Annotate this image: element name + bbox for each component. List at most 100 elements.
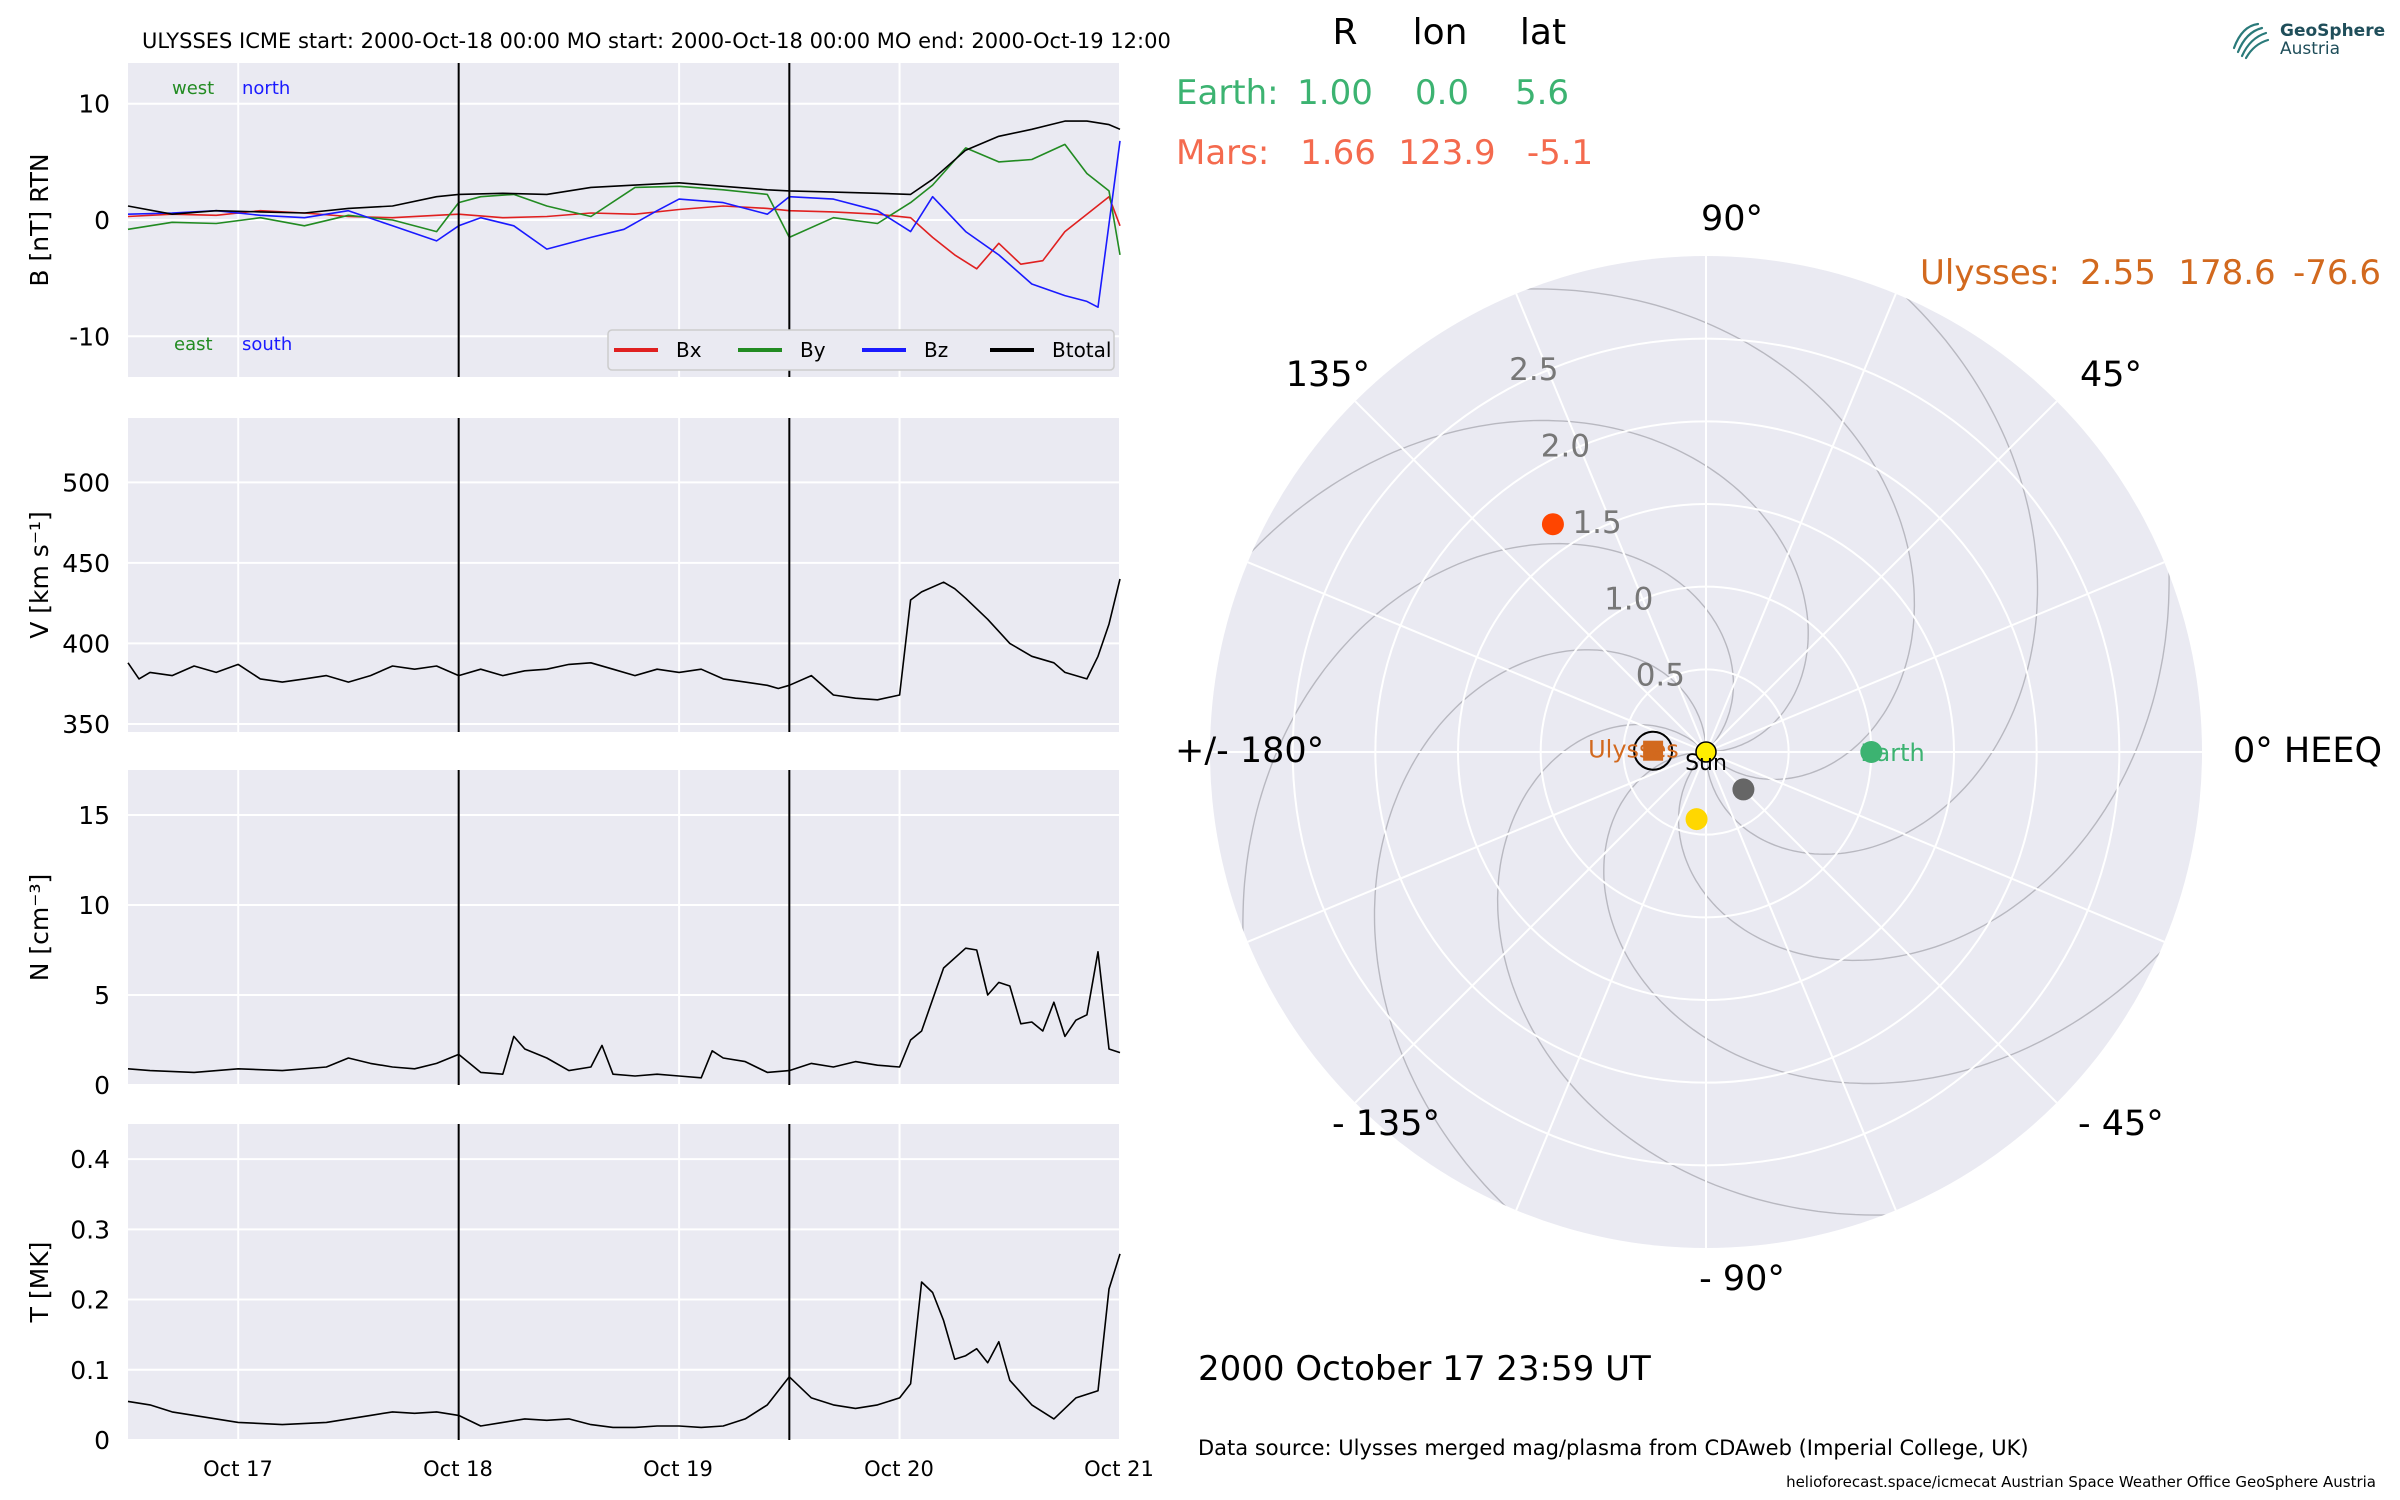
data-source-label: Data source: Ulysses merged mag/plasma f… (1198, 1436, 2029, 1460)
annotation-west: west (172, 78, 214, 99)
footer-credits: helioforecast.space/icmecat Austrian Spa… (1786, 1473, 2376, 1491)
ulysses-row: Ulysses: 2.55 178.6 -76.6 (1920, 253, 2381, 293)
angle-label-a180: +/- 180° (1175, 731, 1324, 771)
mars-marker (1541, 513, 1564, 536)
ulysses-ring-marker (1633, 730, 1674, 771)
earth-marker-label: Earth (1860, 739, 1924, 767)
annotation-south: south (242, 334, 292, 355)
spiral-line (1242, 542, 1735, 1018)
venus-marker (1685, 808, 1708, 831)
earth-row: Earth: 1.00 0.0 5.6 (1176, 73, 1569, 113)
polar-spoke (1705, 751, 1897, 1211)
earth-R: 1.00 (1297, 73, 1373, 113)
polar-rtick-label: 2.0 (1541, 429, 1590, 465)
geosphere-logo[interactable]: GeoSphere Austria (2228, 12, 2388, 68)
legend-box (607, 329, 1115, 371)
mars-R: 1.66 (1300, 133, 1376, 173)
speed-ylabel: V [km s⁻¹] (25, 511, 54, 639)
temperature-ytick-label: 0.2 (70, 1286, 110, 1315)
polar-spoke (1705, 751, 2165, 943)
temperature-panel: 0.4 0.3 0.2 0.1 0 T [MK] (25, 1124, 1121, 1455)
angle-label-am45: - 45° (2078, 1104, 2164, 1144)
parker-spirals (1210, 256, 2202, 1248)
polar-rtick-label: 1.0 (1604, 581, 1653, 617)
density-ytick-label: 10 (78, 891, 110, 920)
spiral-line (1440, 288, 1916, 781)
polar-rtick-label: 2.5 (1509, 352, 1558, 388)
earth-marker (1860, 741, 1883, 763)
temperature-ytick-label: 0.4 (70, 1145, 110, 1174)
temperature-ytick-label: 0.1 (70, 1356, 110, 1385)
polar-spoke (1705, 293, 1897, 753)
spiral-line (1210, 419, 1809, 753)
angle-label-a135: 135° (1286, 355, 1370, 395)
speed-ytick-label: 500 (62, 468, 110, 497)
temperature-ytick-label: 0 (94, 1426, 110, 1455)
temperature-ytick-label: 0.3 (70, 1215, 110, 1244)
legend-label-Btotal: Btotal (1052, 338, 1111, 362)
mars-lon: 123.9 (1398, 133, 1495, 173)
polar-spoke (1515, 751, 1707, 1211)
angle-label-am135: - 135° (1332, 1104, 1440, 1144)
annotation-north: north (242, 78, 290, 99)
earth-lat: 5.6 (1515, 73, 1569, 113)
polar-spoke (1705, 400, 2058, 753)
spiral-line (1705, 256, 2039, 855)
magnetic-field-series-Btotal (127, 120, 1121, 215)
ulysses-marker-label: Ulysses (1588, 736, 1679, 764)
speed-ytick-label: 350 (62, 710, 110, 739)
speed-series-V (127, 578, 1121, 701)
density-ylabel: N [cm⁻³] (25, 874, 54, 981)
magnetic-field-ytick-label: -10 (69, 322, 110, 351)
legend-label-Bz: Bz (924, 338, 948, 362)
density-series-N (127, 947, 1121, 1079)
sun-marker-label: Sun (1685, 751, 1727, 776)
tick-oct20: Oct 20 (864, 1457, 934, 1481)
legend-label-Bx: Bx (676, 338, 702, 362)
col-R: R (1332, 12, 1357, 53)
ulysses-lon: 178.6 (2178, 253, 2275, 293)
density-ytick-label: 5 (94, 981, 110, 1010)
temperature-background (128, 1124, 1120, 1440)
magnetic-field-series-By (127, 143, 1121, 256)
polar-spoke (1247, 751, 1707, 943)
position-table: R lon lat Earth: 1.00 0.0 5.6 Mars: 1.66… (1176, 12, 2381, 293)
tick-oct19: Oct 19 (643, 1457, 713, 1481)
angle-label-am90: - 90° (1699, 1259, 1785, 1299)
ulysses-R: 2.55 (2080, 253, 2156, 293)
spiral-line (1496, 723, 1972, 1216)
mars-label: Mars: (1176, 133, 1269, 173)
geosphere-logo-icon (2232, 22, 2270, 60)
col-lon: lon (1413, 12, 1468, 53)
speed-panel: 500 450 400 350 V [km s⁻¹] (25, 418, 1121, 739)
magnetic-field-ytick-label: 0 (94, 206, 110, 235)
spiral-line (1603, 751, 2202, 1085)
density-background (128, 770, 1120, 1085)
polar-spoke (1705, 751, 2058, 1104)
mars-lat: -5.1 (1527, 133, 1593, 173)
ulysses-label: Ulysses: (1920, 253, 2060, 293)
timeseries-panels: 10 0 -10 B [nT] RTN west north east south Bx By Bz… (25, 63, 1121, 1455)
polar-spoke (1515, 293, 1707, 753)
angle-label-a0: 0° HEEQ (2233, 731, 2382, 771)
col-lat: lat (1520, 12, 1566, 53)
speed-background (128, 418, 1120, 732)
icme-title: ULYSSES ICME start: 2000-Oct-18 00:00 MO… (142, 29, 1171, 53)
spiral-line (1677, 486, 2170, 962)
magnetic-field-series-Bx (127, 195, 1121, 270)
polar-rtick-label: 0.5 (1636, 658, 1685, 694)
polar-spoke (1354, 400, 1707, 753)
polar-rtick-label: 1.5 (1572, 505, 1621, 541)
sun-marker (1695, 741, 1717, 763)
magnetic-field-panel: 10 0 -10 B [nT] RTN west north east south Bx By Bz… (25, 63, 1121, 377)
b-legend: Bx By Bz Btotal (607, 329, 1115, 371)
ulysses-marker (1643, 740, 1664, 761)
density-ytick-label: 0 (94, 1071, 110, 1100)
legend-label-By: By (800, 338, 826, 362)
logo-sub: Austria (2280, 39, 2341, 59)
magnetic-field-series-Bz (127, 140, 1121, 309)
magnetic-field-ytick-label: 10 (78, 90, 110, 119)
angle-label-a90: 90° (1701, 199, 1763, 239)
earth-lon: 0.0 (1415, 73, 1469, 113)
